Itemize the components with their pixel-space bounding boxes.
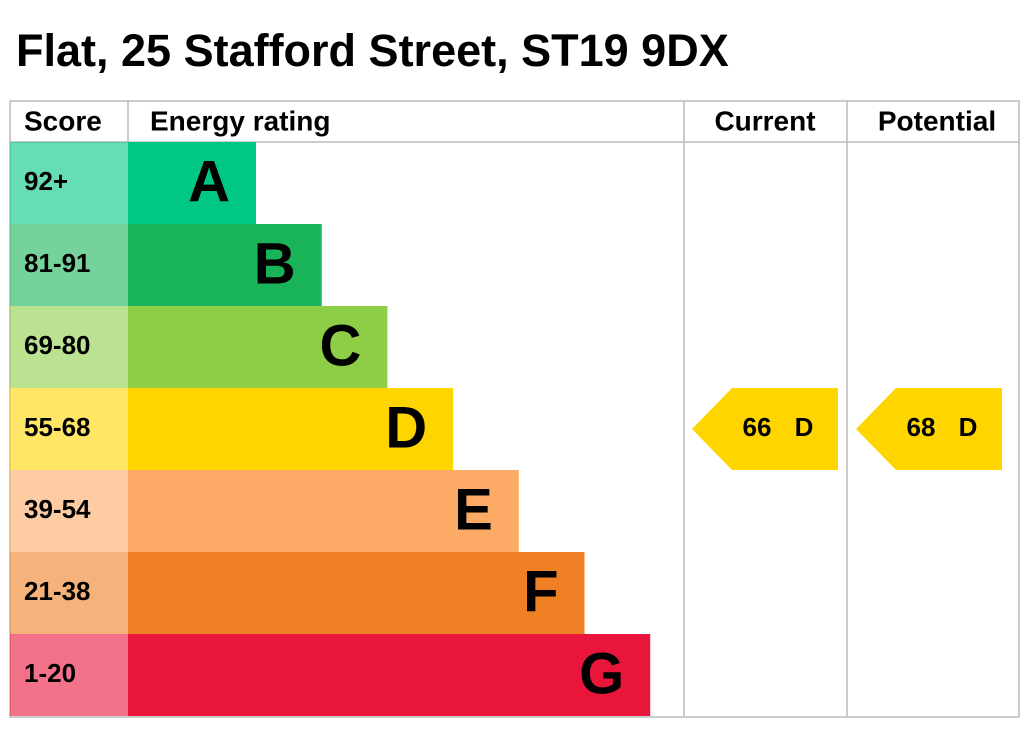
rating-bar [128, 634, 651, 716]
header-score: Score [24, 105, 102, 136]
score-cell [10, 552, 128, 634]
rating-bar [128, 470, 519, 552]
score-label: 39-54 [24, 494, 91, 524]
rating-letter: D [385, 395, 427, 460]
rating-letter: E [454, 477, 493, 542]
current-letter: D [795, 412, 814, 442]
rating-letter: F [523, 559, 558, 624]
score-label: 1-20 [24, 658, 76, 688]
score-label: 81-91 [24, 248, 91, 278]
rating-letter: C [320, 313, 362, 378]
score-cell [10, 306, 128, 388]
rating-bar [128, 552, 585, 634]
rating-letter: G [579, 641, 624, 706]
rating-bar [128, 306, 388, 388]
score-label: 55-68 [24, 412, 91, 442]
rating-bar [128, 142, 256, 224]
score-cell [10, 470, 128, 552]
potential-arrow [856, 388, 1002, 470]
rating-letter: B [254, 231, 296, 296]
rating-bar [128, 224, 322, 306]
page-title: Flat, 25 Stafford Street, ST19 9DX [16, 25, 729, 76]
current-arrow [692, 388, 838, 470]
score-label: 21-38 [24, 576, 91, 606]
potential-value: 68 [907, 412, 936, 442]
header-current: Current [714, 105, 815, 136]
score-cell [10, 388, 128, 470]
current-value: 66 [743, 412, 772, 442]
rating-bar [128, 388, 454, 470]
score-label: 69-80 [24, 330, 91, 360]
score-cell [10, 634, 128, 716]
score-label: 92+ [24, 166, 68, 196]
header-rating: Energy rating [150, 105, 330, 136]
rating-letter: A [188, 149, 230, 214]
score-cell [10, 224, 128, 306]
header-potential: Potential [878, 105, 996, 136]
score-cell [10, 142, 128, 224]
potential-letter: D [959, 412, 978, 442]
